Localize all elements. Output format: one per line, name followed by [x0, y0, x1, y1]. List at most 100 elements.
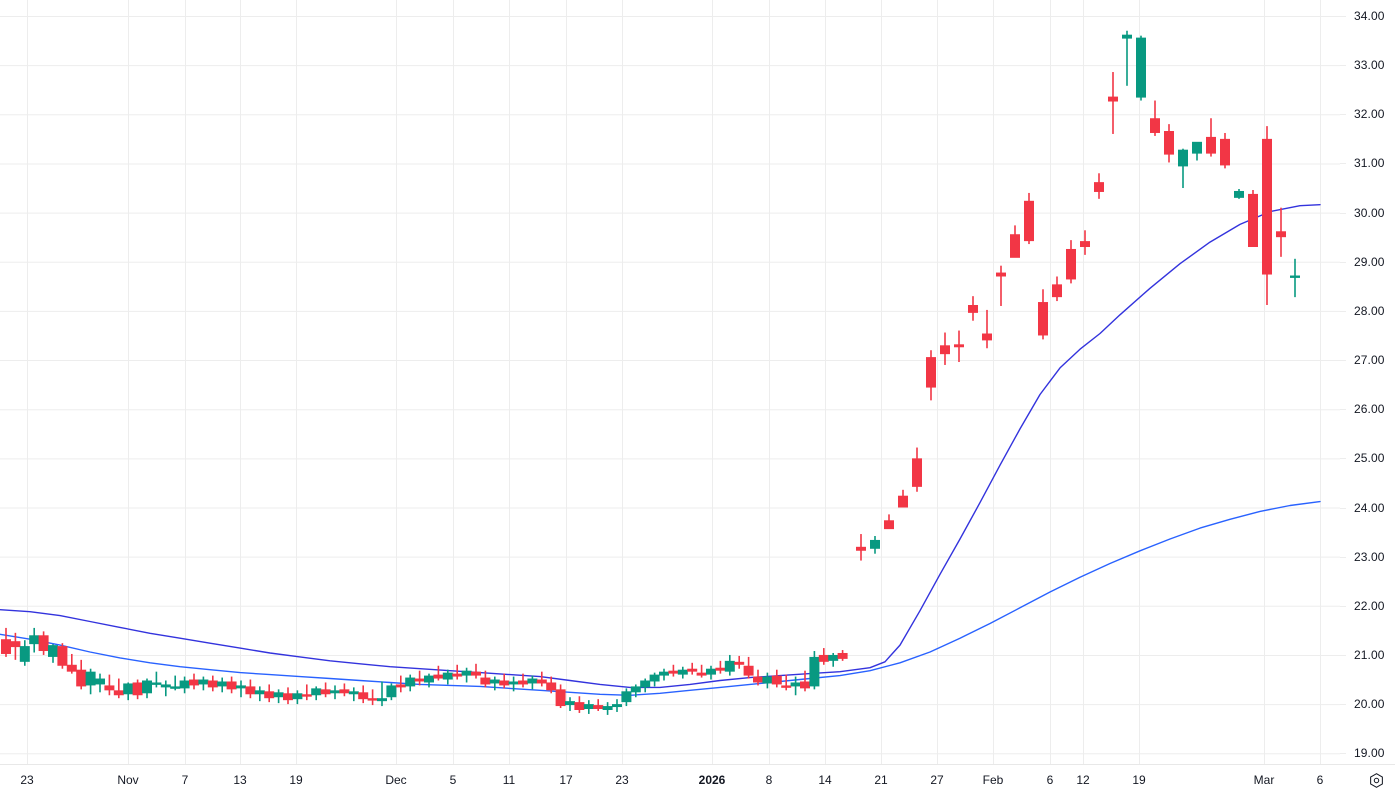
candle-body [1066, 248, 1076, 280]
candle-body [612, 704, 622, 708]
candle-body [95, 678, 105, 685]
price-tick-mark [1340, 16, 1346, 17]
price-axis-label: 26.00 [1354, 402, 1385, 417]
chart-plot-area[interactable] [0, 0, 1340, 765]
candle-body [1178, 149, 1188, 167]
candle-body [1038, 302, 1048, 336]
candle-body [132, 682, 143, 696]
time-axis-label: 14 [818, 773, 832, 787]
candle-body [66, 664, 77, 672]
candle-body [706, 668, 716, 675]
candle-body [461, 670, 472, 676]
time-axis-label: 7 [181, 773, 189, 787]
price-axis-label: 24.00 [1354, 500, 1385, 515]
candle-body [1052, 284, 1062, 298]
chart-canvas[interactable] [0, 0, 1340, 765]
candle-body [1276, 231, 1286, 238]
candle-body [996, 272, 1006, 277]
candle-body [377, 698, 387, 702]
candle-body [292, 693, 303, 700]
candle-body [1080, 241, 1090, 248]
time-axis-label: Mar [1253, 773, 1275, 787]
candle-body [508, 681, 519, 685]
candle-body [677, 669, 688, 675]
candle-body [781, 685, 792, 688]
candle-body [386, 685, 397, 698]
candle-body [151, 682, 162, 685]
price-axis-label: 27.00 [1354, 353, 1385, 368]
price-axis-label: 30.00 [1354, 205, 1385, 220]
candle-body [1220, 138, 1230, 166]
candle-body [104, 685, 115, 691]
time-axis-label: 6 [1316, 773, 1324, 787]
candle-body [1262, 138, 1272, 275]
candle-body [837, 652, 848, 659]
candle-body [424, 675, 434, 683]
candle-body [245, 686, 256, 695]
candle-body [57, 646, 68, 666]
price-axis-label: 21.00 [1354, 647, 1385, 662]
candle-body [207, 680, 218, 688]
price-tick-mark [1340, 556, 1346, 558]
candle-body [583, 704, 594, 710]
candle-body [630, 686, 641, 693]
candle-body [1108, 96, 1118, 102]
candle-body [668, 670, 679, 674]
candle-body [753, 676, 763, 683]
chart-settings-icon[interactable] [1368, 772, 1385, 789]
price-axis-label: 34.00 [1354, 9, 1385, 23]
time-axis-label: 21 [874, 773, 888, 787]
candle-body [1024, 200, 1034, 242]
candle-body [954, 344, 964, 348]
candle-body [696, 672, 707, 676]
candle-body [19, 646, 30, 662]
price-axis-label: 20.00 [1354, 697, 1385, 712]
candle-body [856, 546, 866, 551]
candle-body [828, 654, 839, 661]
candle-body [968, 305, 978, 313]
candle-body [442, 672, 453, 680]
candle-body [1164, 131, 1174, 155]
candle-body [320, 689, 331, 695]
candle-body [198, 679, 209, 685]
candle-body [273, 692, 284, 698]
vertical-gridlines [27, 0, 1321, 765]
candle-body [414, 678, 425, 682]
candle-body [1010, 234, 1020, 258]
candle-body [348, 691, 359, 695]
time-axis-label: 19 [289, 773, 303, 787]
candle-body [358, 692, 369, 700]
horizontal-gridlines [0, 16, 1340, 755]
price-axis-label: 28.00 [1354, 303, 1385, 318]
candle-body [367, 698, 378, 701]
price-axis-label: 31.00 [1354, 156, 1385, 171]
time-axis-label: 23 [615, 773, 629, 787]
candle-body [217, 681, 228, 687]
candle-body [1290, 275, 1300, 278]
price-tick-mark [1340, 605, 1346, 607]
price-axis[interactable]: 34.00 33.00 32.00 31.00 30.00 29.00 28.00 27.00… [1340, 0, 1395, 765]
time-axis-label: 13 [233, 773, 247, 787]
candle-body [518, 680, 528, 685]
candle-body [870, 539, 880, 549]
candle-body [226, 681, 237, 690]
time-axis[interactable]: 23 Nov 7 13 19 Dec 5 11 17 23 2026 8 14 21 27 Feb 6 12 19 M… [0, 764, 1395, 795]
candle-body [640, 680, 651, 688]
candle-body [236, 685, 246, 689]
time-axis-label: 11 [502, 773, 516, 787]
candle-body [898, 495, 908, 508]
candle-body [715, 667, 726, 671]
candle-body [38, 635, 49, 652]
candle-body [433, 674, 444, 679]
candle-body [1122, 34, 1132, 39]
candle-body [48, 645, 58, 657]
candle-body [170, 686, 181, 689]
price-tick-mark [1340, 458, 1346, 460]
price-axis-label: 29.00 [1354, 254, 1385, 269]
candle-body [743, 665, 754, 676]
candle-body [76, 669, 87, 687]
candle-body [85, 671, 96, 686]
price-tick-mark [1340, 163, 1346, 165]
moving-average-slow [0, 500, 1321, 696]
